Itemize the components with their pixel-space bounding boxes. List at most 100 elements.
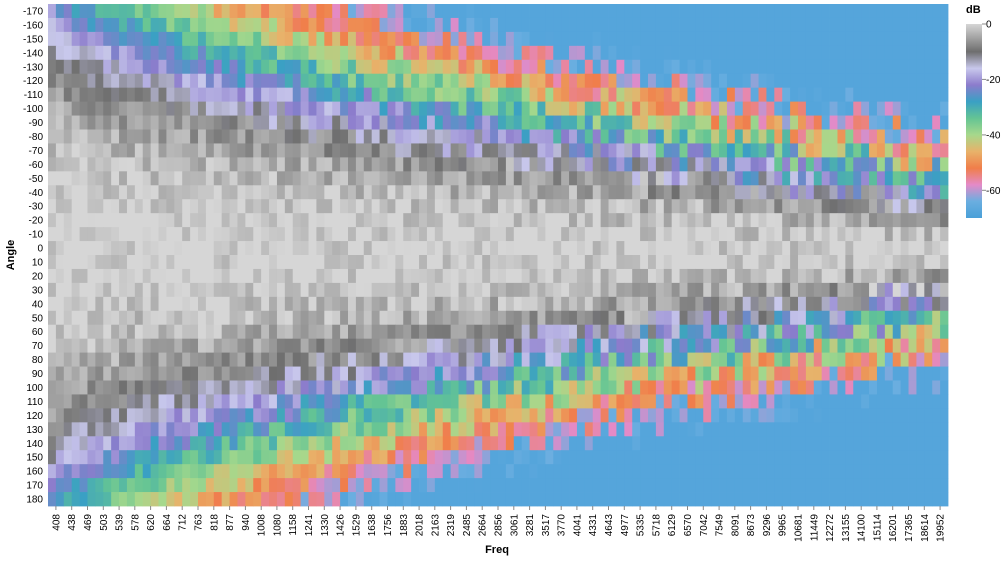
heatmap-cell bbox=[608, 436, 617, 451]
heatmap-cell bbox=[900, 31, 909, 47]
heatmap-cell bbox=[663, 227, 673, 242]
heatmap-cell bbox=[600, 366, 609, 381]
heatmap-cell bbox=[174, 352, 183, 367]
heatmap-cell bbox=[861, 115, 870, 130]
heatmap-cell bbox=[134, 436, 144, 451]
heatmap-cell bbox=[308, 227, 317, 242]
heatmap-cell bbox=[569, 17, 578, 33]
heatmap-cell bbox=[861, 59, 870, 75]
heatmap-cell bbox=[119, 310, 128, 326]
heatmap-cell bbox=[482, 101, 491, 116]
heatmap-cell bbox=[284, 241, 294, 256]
heatmap-cell bbox=[261, 45, 270, 61]
heatmap-cell bbox=[505, 255, 515, 270]
heatmap-cell bbox=[892, 338, 902, 354]
heatmap-cell bbox=[379, 101, 388, 116]
heatmap-cell bbox=[592, 157, 602, 172]
heatmap-cell bbox=[198, 241, 207, 256]
heatmap-cell bbox=[584, 129, 594, 144]
heatmap-cell bbox=[932, 101, 941, 116]
heatmap-cell bbox=[884, 115, 894, 130]
heatmap-cell bbox=[474, 450, 483, 465]
heatmap-cell bbox=[458, 227, 467, 242]
heatmap-cell bbox=[371, 185, 380, 200]
heatmap-cell bbox=[213, 143, 223, 158]
heatmap-cell bbox=[284, 17, 294, 33]
heatmap-cell bbox=[371, 157, 380, 172]
heatmap-cell bbox=[908, 366, 917, 381]
heatmap-cell bbox=[837, 59, 846, 75]
heatmap-cell bbox=[340, 171, 349, 186]
heatmap-cell bbox=[190, 352, 199, 367]
heatmap-cell bbox=[111, 268, 120, 284]
heatmap-cell bbox=[426, 17, 436, 33]
heatmap-cell bbox=[663, 408, 673, 423]
heatmap-cell bbox=[545, 282, 554, 298]
heatmap-cell bbox=[663, 492, 673, 507]
heatmap-cell bbox=[813, 464, 823, 479]
heatmap-cell bbox=[758, 129, 767, 144]
heatmap-cell bbox=[703, 45, 712, 61]
heatmap-cell bbox=[348, 101, 357, 116]
heatmap-cell bbox=[805, 185, 815, 200]
heatmap-cell bbox=[111, 115, 120, 130]
heatmap-cell bbox=[505, 59, 515, 75]
heatmap-cell bbox=[750, 227, 759, 242]
heatmap-cell bbox=[726, 115, 736, 130]
heatmap-cell bbox=[640, 171, 649, 186]
heatmap-cell bbox=[158, 129, 167, 144]
heatmap-cell bbox=[221, 324, 230, 340]
heatmap-cell bbox=[513, 255, 523, 270]
heatmap-cell bbox=[592, 394, 602, 409]
heatmap-cell bbox=[861, 296, 870, 312]
heatmap-cell bbox=[750, 380, 759, 395]
heatmap-cell bbox=[355, 352, 365, 367]
heatmap-cell bbox=[142, 101, 152, 116]
heatmap-cell bbox=[829, 4, 838, 19]
heatmap-cell bbox=[316, 436, 325, 451]
heatmap-cell bbox=[498, 171, 507, 186]
heatmap-cell bbox=[940, 296, 949, 312]
heatmap-cell bbox=[119, 492, 128, 507]
heatmap-cell bbox=[703, 310, 712, 326]
heatmap-cell bbox=[719, 73, 728, 89]
heatmap-cell bbox=[884, 478, 894, 493]
heatmap-cell bbox=[845, 268, 854, 284]
heatmap-cell bbox=[695, 157, 704, 172]
heatmap-cell bbox=[726, 87, 736, 103]
heatmap-cell bbox=[758, 157, 767, 172]
heatmap-cell bbox=[284, 157, 294, 172]
heatmap-cell bbox=[269, 296, 278, 312]
heatmap-cell bbox=[513, 380, 523, 395]
heatmap-cell bbox=[363, 157, 373, 172]
heatmap-cell bbox=[648, 310, 657, 326]
heatmap-cell bbox=[648, 282, 657, 298]
heatmap-cell bbox=[805, 380, 815, 395]
heatmap-cell bbox=[624, 422, 633, 437]
heatmap-cell bbox=[55, 310, 65, 326]
heatmap-cell bbox=[363, 199, 373, 214]
heatmap-cell bbox=[355, 185, 365, 200]
heatmap-cell bbox=[48, 352, 57, 367]
heatmap-cell bbox=[316, 213, 325, 228]
heatmap-cell bbox=[142, 282, 152, 298]
heatmap-cell bbox=[790, 199, 799, 214]
heatmap-cell bbox=[632, 296, 641, 312]
heatmap-cell bbox=[529, 394, 538, 409]
heatmap-cell bbox=[640, 478, 649, 493]
heatmap-cell bbox=[624, 115, 633, 130]
heatmap-cell bbox=[648, 436, 657, 451]
heatmap-cell bbox=[79, 296, 88, 312]
heatmap-cell bbox=[908, 422, 917, 437]
heatmap-cell bbox=[55, 394, 65, 409]
heatmap-cell bbox=[434, 241, 444, 256]
heatmap-cell bbox=[505, 171, 515, 186]
heatmap-cell bbox=[363, 213, 373, 228]
heatmap-cell bbox=[442, 268, 452, 284]
heatmap-cell bbox=[182, 59, 191, 75]
heatmap-cell bbox=[569, 73, 578, 89]
heatmap-cell bbox=[150, 143, 159, 158]
heatmap-cell bbox=[221, 59, 230, 75]
heatmap-cell bbox=[292, 324, 302, 340]
heatmap-cell bbox=[537, 143, 546, 158]
